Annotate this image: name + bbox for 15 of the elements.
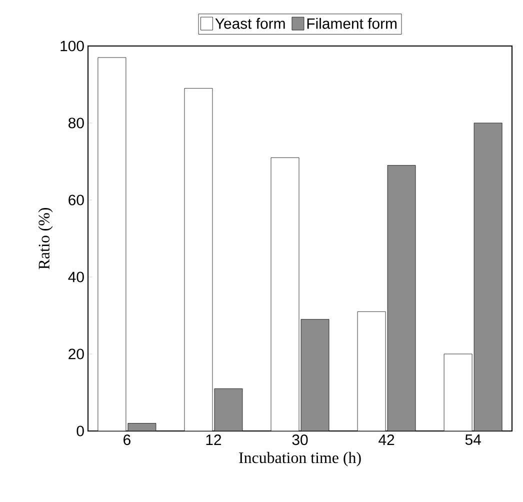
x-tick-label: 12 [206,434,222,445]
y-tick-label: 0 [76,426,84,436]
legend-label: Filament form [307,18,396,29]
x-tick-label: 30 [292,434,308,446]
y-tick-label: 60 [68,194,84,206]
y-tick-label: 80 [68,118,84,128]
y-axis-title: Ratio (%) [38,208,53,270]
x-tick-label: 42 [378,434,394,445]
legend-label: Yeast form [215,18,285,29]
y-tick-label: 40 [68,272,84,282]
y-tick-label: 20 [68,348,84,360]
x-axis-title: Incubation time (h) [239,452,361,466]
x-tick-label: 54 [465,434,481,445]
y-tick-label: 100 [60,40,84,52]
x-tick-label: 6 [124,434,130,446]
